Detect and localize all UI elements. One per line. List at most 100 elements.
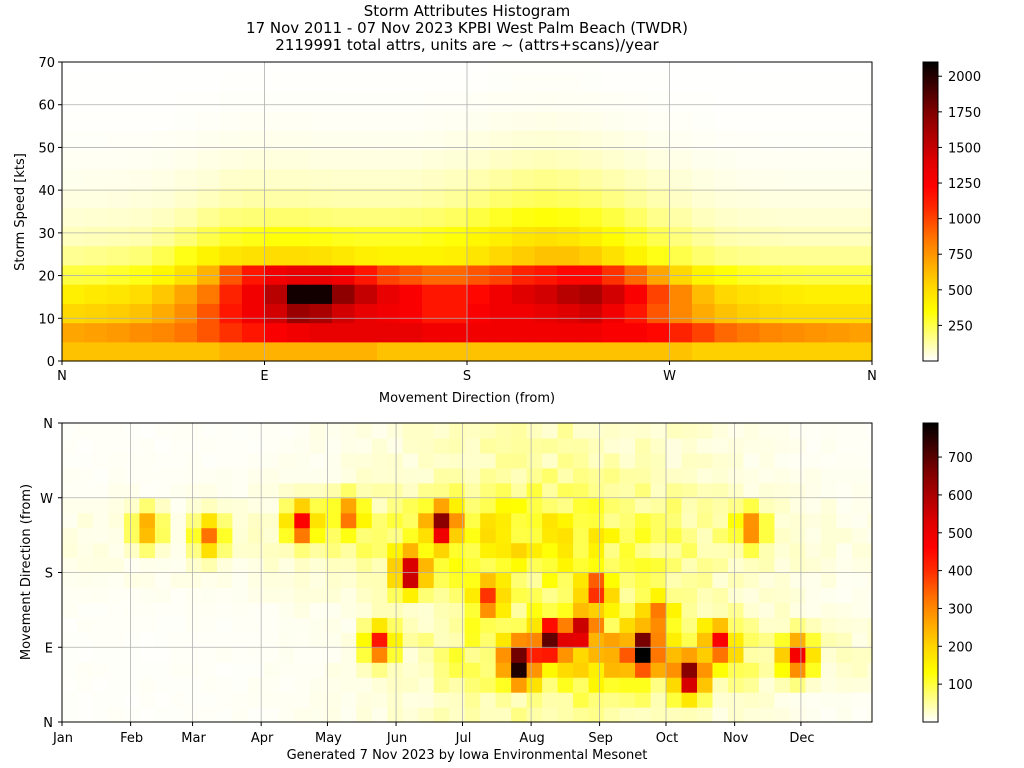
heatmap-cell: [604, 647, 621, 663]
heatmap-cell: [573, 617, 590, 633]
heatmap-cell: [332, 284, 356, 304]
heatmap-cell: [77, 572, 94, 589]
heatmap-cell: [759, 62, 783, 74]
heatmap-cell: [309, 617, 326, 633]
heatmap-cell: [602, 207, 626, 228]
direction-week-cells: [62, 423, 873, 723]
heatmap-cell: [619, 632, 636, 648]
heatmap-cell: [264, 130, 288, 151]
heatmap-cell: [197, 111, 221, 131]
heatmap-cell: [836, 423, 853, 439]
heatmap-cell: [377, 111, 401, 131]
heatmap-cell: [332, 111, 356, 131]
heatmap-cell: [185, 437, 202, 454]
heatmap-cell: [444, 188, 468, 208]
heatmap-cell: [170, 632, 187, 648]
heatmap-cell: [464, 692, 481, 708]
heatmap-cell: [804, 207, 828, 228]
heatmap-cell: [692, 264, 716, 285]
heatmap-cell: [219, 284, 243, 304]
heatmap-cell: [449, 662, 466, 678]
heatmap-cell: [402, 497, 419, 514]
heatmap-cell: [650, 647, 667, 663]
heatmap-cell: [526, 647, 543, 663]
heatmap-cell: [340, 437, 357, 454]
heatmap-cell: [62, 587, 79, 603]
heatmap-cell: [332, 322, 356, 343]
heatmap-cell: [464, 423, 481, 439]
heatmap-cell: [511, 527, 528, 544]
heatmap-cell: [573, 647, 590, 663]
heatmap-cell: [511, 692, 528, 708]
heatmap-cell: [526, 707, 543, 723]
heatmap-cell: [264, 303, 288, 324]
heatmap-cell: [77, 602, 94, 618]
heatmap-cell: [782, 341, 806, 362]
heatmap-cell: [219, 91, 243, 112]
heatmap-cell: [666, 707, 683, 723]
heatmap-cell: [170, 423, 187, 439]
heatmap-cell: [232, 617, 249, 633]
heatmap-cell: [170, 482, 187, 499]
heatmap-cell: [444, 341, 468, 362]
heatmap-cell: [232, 497, 249, 514]
heatmap-cell: [681, 572, 698, 589]
heatmap-cell: [129, 207, 153, 228]
heatmap-cell: [759, 264, 783, 285]
heatmap-cell: [820, 482, 837, 499]
heatmap-cell: [602, 91, 626, 112]
heatmap-cell: [287, 168, 311, 189]
heatmap-cell: [185, 647, 202, 663]
heatmap-cell: [619, 617, 636, 633]
heatmap-cell: [557, 207, 581, 228]
heatmap-cell: [356, 617, 373, 633]
heatmap-cell: [714, 130, 738, 151]
heatmap-cell: [433, 677, 450, 693]
heatmap-cell: [232, 423, 249, 439]
heatmap-cell: [108, 467, 125, 484]
heatmap-cell: [849, 111, 873, 131]
heatmap-cell: [542, 452, 559, 469]
heatmap-cell: [836, 602, 853, 618]
heatmap-cell: [851, 572, 868, 589]
heatmap-cell: [242, 111, 266, 131]
heatmap-cell: [377, 303, 401, 324]
heatmap-cell: [139, 497, 156, 514]
heatmap-cell: [123, 512, 141, 529]
heatmap-cell: [542, 662, 559, 678]
heatmap-cell: [263, 557, 280, 574]
heatmap-cell: [534, 226, 558, 247]
heatmap-cell: [511, 557, 528, 574]
heatmap-cell: [418, 602, 435, 618]
heatmap-cell: [511, 587, 528, 603]
heatmap-cell: [489, 111, 513, 131]
heatmap-cell: [542, 423, 559, 439]
heatmap-cell: [356, 467, 373, 484]
heatmap-cell: [139, 572, 156, 589]
heatmap-cell: [692, 62, 716, 74]
heatmap-cell: [542, 617, 559, 633]
heatmap-cell: [526, 572, 543, 589]
heatmap-cell: [287, 207, 311, 228]
heatmap-cell: [511, 452, 528, 469]
heatmap-cell: [782, 303, 806, 324]
heatmap-cell: [782, 72, 806, 93]
heatmap-cell: [647, 168, 671, 189]
y-tick-label: S: [45, 567, 53, 582]
heatmap-cell: [92, 602, 110, 618]
heatmap-cell: [579, 341, 603, 362]
heatmap-cell: [287, 264, 311, 285]
heatmap-cell: [449, 707, 466, 723]
heatmap-cell: [542, 572, 559, 589]
heatmap-cell: [827, 284, 851, 304]
heatmap-cell: [867, 707, 873, 723]
heatmap-cell: [294, 542, 311, 559]
heatmap-cell: [170, 647, 187, 663]
heatmap-cell: [247, 662, 264, 678]
heatmap-cell: [129, 341, 153, 362]
heatmap-cell: [588, 423, 605, 439]
heatmap-cell: [588, 707, 605, 723]
heatmap-cell: [743, 497, 760, 514]
